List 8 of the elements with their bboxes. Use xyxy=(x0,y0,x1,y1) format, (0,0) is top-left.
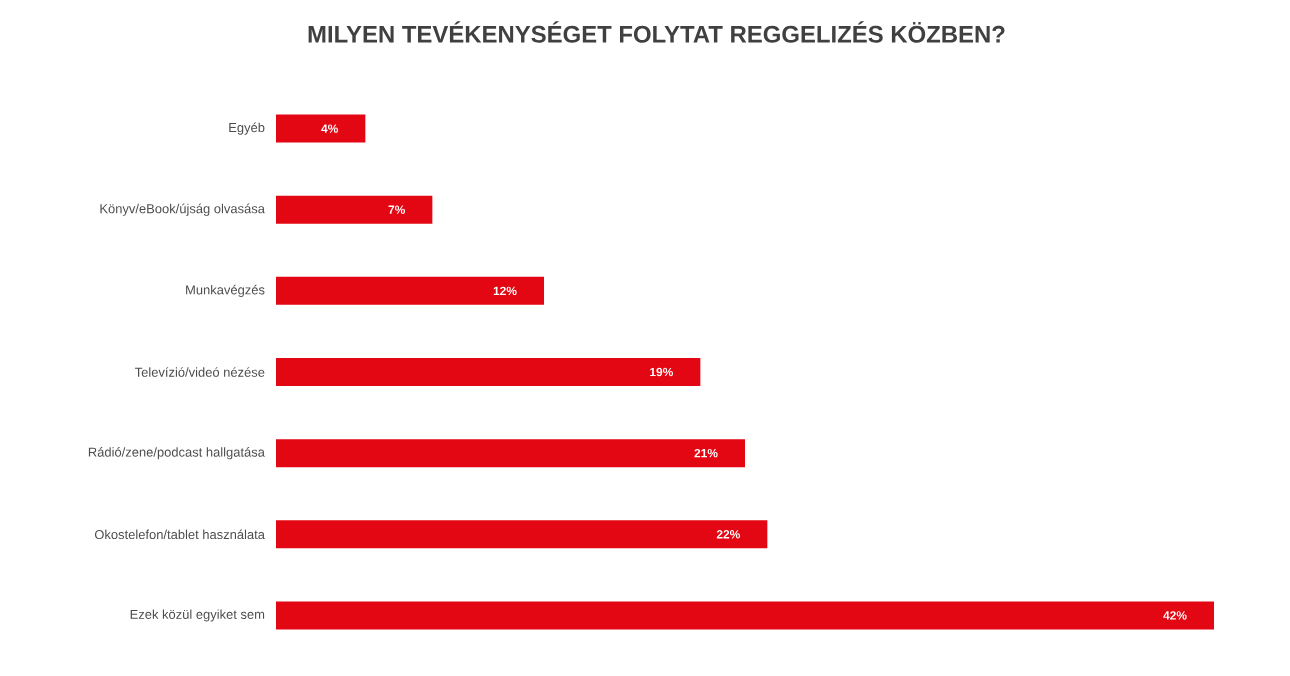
bar xyxy=(276,276,545,305)
chart-title: MILYEN TEVÉKENYSÉGET FOLYTAT REGGELIZÉS KÖZBEN? xyxy=(308,21,1005,43)
bar xyxy=(276,439,746,468)
bar xyxy=(276,358,701,387)
bar xyxy=(276,520,768,549)
bar xyxy=(276,114,366,143)
bar xyxy=(276,195,433,224)
bar xyxy=(276,601,1215,630)
